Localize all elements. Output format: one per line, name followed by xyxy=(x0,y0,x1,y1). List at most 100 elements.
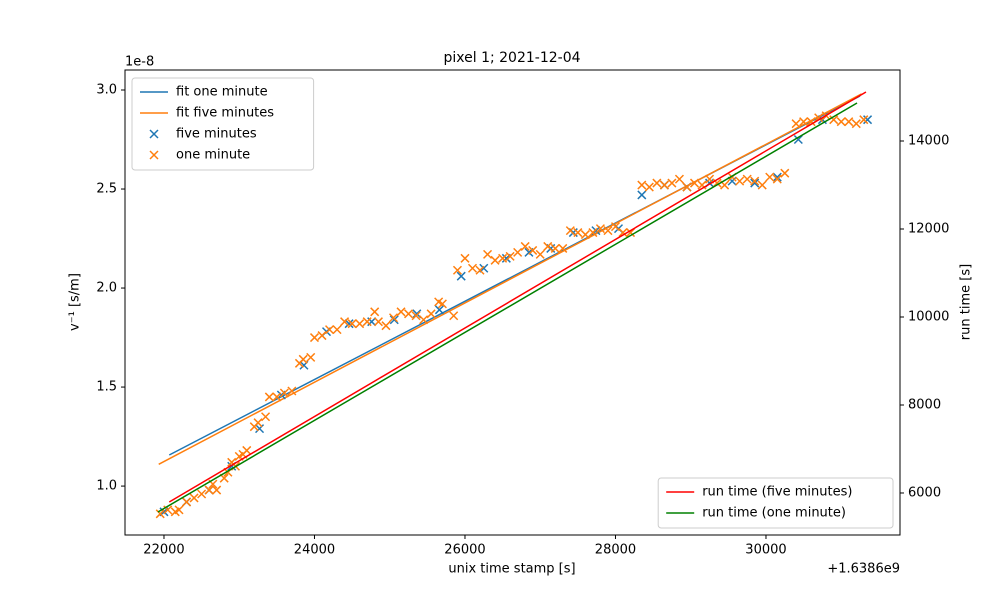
plot-frame xyxy=(124,69,901,536)
y2-axis-label: run time [s] xyxy=(959,264,974,340)
x-axis-label: unix time stamp [s] xyxy=(448,562,575,577)
point xyxy=(667,178,677,188)
point xyxy=(460,253,470,263)
point xyxy=(182,497,192,507)
point xyxy=(674,174,684,184)
point xyxy=(610,222,621,232)
point xyxy=(535,249,545,259)
point xyxy=(306,352,316,362)
point xyxy=(242,445,252,455)
point xyxy=(332,325,342,335)
legend-box xyxy=(131,77,315,171)
point xyxy=(475,265,485,275)
point xyxy=(772,172,782,182)
point xyxy=(750,178,760,188)
point xyxy=(287,386,297,396)
point xyxy=(806,117,816,127)
point xyxy=(373,317,383,327)
line xyxy=(157,102,858,513)
point xyxy=(829,115,839,125)
point xyxy=(689,178,700,188)
point xyxy=(603,226,613,236)
point xyxy=(780,168,790,178)
point xyxy=(659,180,669,190)
point xyxy=(404,309,414,319)
point xyxy=(367,317,377,327)
point xyxy=(347,319,357,329)
legend-swatch xyxy=(149,150,159,160)
y-tick-label: 1.5 xyxy=(96,380,117,395)
point xyxy=(317,331,327,341)
legend-label: fit one minute xyxy=(176,85,268,100)
y2-tick-label: 8000 xyxy=(908,397,941,412)
x-tick-label: 24000 xyxy=(294,543,335,558)
point xyxy=(449,311,459,321)
x-tick-label: 30000 xyxy=(745,543,786,558)
y-tick-label: 2.0 xyxy=(96,281,117,296)
y2-tick-label: 10000 xyxy=(908,309,949,324)
point xyxy=(388,313,399,323)
point xyxy=(588,228,598,238)
point xyxy=(863,115,873,125)
point xyxy=(298,354,308,364)
point xyxy=(836,117,846,127)
x-tick-label: 26000 xyxy=(444,543,485,558)
point xyxy=(644,182,654,192)
point xyxy=(155,509,165,519)
point xyxy=(197,489,207,499)
point xyxy=(498,253,508,263)
point xyxy=(370,307,380,317)
point xyxy=(483,249,493,259)
point xyxy=(772,174,782,184)
point xyxy=(793,134,803,145)
point xyxy=(814,113,824,123)
x-tick-label: 28000 xyxy=(595,543,636,558)
x-tick-label: 22000 xyxy=(143,543,184,558)
point xyxy=(189,493,199,503)
point xyxy=(550,243,560,253)
point xyxy=(389,315,399,325)
point xyxy=(467,263,478,273)
point xyxy=(742,174,752,184)
legend-label: run time (five minutes) xyxy=(702,485,852,500)
point xyxy=(362,317,372,327)
point xyxy=(309,333,320,343)
y-tick-label: 2.5 xyxy=(96,182,117,197)
point xyxy=(735,176,745,186)
point xyxy=(505,251,515,261)
point xyxy=(340,317,350,327)
point xyxy=(324,325,335,335)
line xyxy=(168,91,867,503)
point xyxy=(381,321,391,331)
y-axis-label: v⁻¹ [s/m] xyxy=(68,273,83,331)
point xyxy=(411,311,421,321)
point xyxy=(625,228,636,238)
point xyxy=(264,392,274,402)
y2-tick-label: 12000 xyxy=(908,222,949,237)
point xyxy=(490,255,500,265)
legend-box xyxy=(657,477,894,529)
point xyxy=(637,190,647,200)
point xyxy=(637,180,647,190)
point xyxy=(580,230,590,240)
chart-title: pixel 1; 2021-12-04 xyxy=(443,50,580,66)
point xyxy=(558,243,568,253)
point xyxy=(452,265,462,275)
point xyxy=(212,485,222,495)
point xyxy=(261,412,271,422)
point xyxy=(419,315,429,325)
point xyxy=(204,485,214,495)
y-tick-label: 1.0 xyxy=(96,479,117,494)
point xyxy=(757,180,767,190)
point xyxy=(528,245,538,255)
point xyxy=(396,307,406,317)
point xyxy=(513,247,523,257)
point xyxy=(799,117,809,127)
line xyxy=(158,93,862,465)
point xyxy=(434,305,444,315)
point xyxy=(520,241,530,251)
y-offset-label: 1e-8 xyxy=(125,55,154,70)
point xyxy=(565,226,575,236)
point xyxy=(272,392,282,402)
